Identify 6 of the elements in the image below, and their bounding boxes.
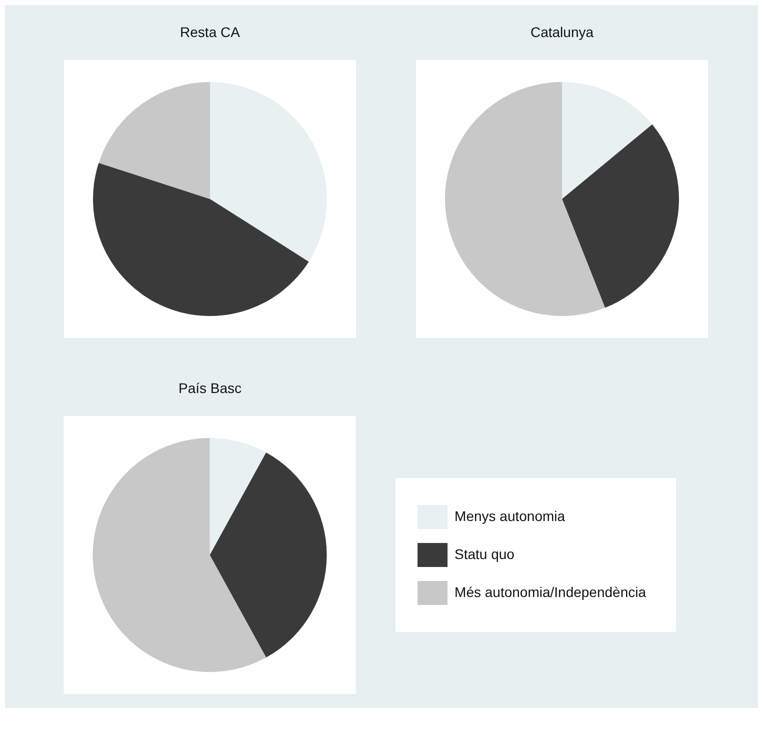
chart-title: Resta CA [179,24,241,40]
legend-label: Statu quo [454,546,515,562]
legend-label: Més autonomia/Independència [454,584,646,600]
chart-title: País Basc [177,380,243,396]
legend-label: Menys autonomia [454,508,566,524]
chart-title: Catalunya [529,24,595,40]
